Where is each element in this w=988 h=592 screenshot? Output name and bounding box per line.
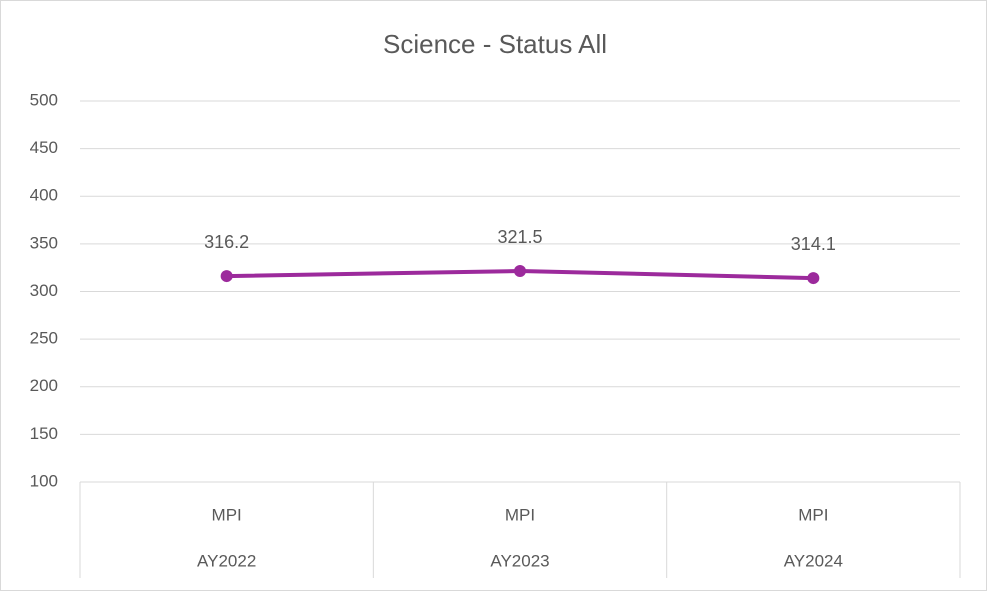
x-tick-label: MPI bbox=[798, 505, 828, 524]
y-tick-label: 150 bbox=[30, 424, 58, 443]
x-group-label: AY2024 bbox=[784, 551, 843, 570]
y-tick-label: 200 bbox=[30, 376, 58, 395]
y-tick-label: 400 bbox=[30, 186, 58, 205]
marker bbox=[220, 270, 233, 283]
data-label: 316.2 bbox=[204, 232, 249, 252]
y-tick-label: 350 bbox=[30, 233, 58, 252]
chart-title: Science - Status All bbox=[383, 29, 607, 59]
y-tick-label: 250 bbox=[30, 329, 58, 348]
y-tick-label: 500 bbox=[30, 90, 58, 109]
y-tick-label: 100 bbox=[30, 471, 58, 490]
marker bbox=[514, 265, 526, 278]
data-label: 314.1 bbox=[791, 234, 836, 254]
x-tick-label: MPI bbox=[505, 505, 535, 524]
x-tick-label: MPI bbox=[212, 505, 242, 524]
x-group-label: AY2022 bbox=[197, 551, 256, 570]
y-tick-label: 300 bbox=[30, 281, 58, 300]
x-group-label: AY2023 bbox=[490, 551, 549, 570]
y-tick-label: 450 bbox=[30, 138, 58, 157]
data-label: 321.5 bbox=[497, 227, 542, 247]
marker bbox=[807, 272, 820, 285]
